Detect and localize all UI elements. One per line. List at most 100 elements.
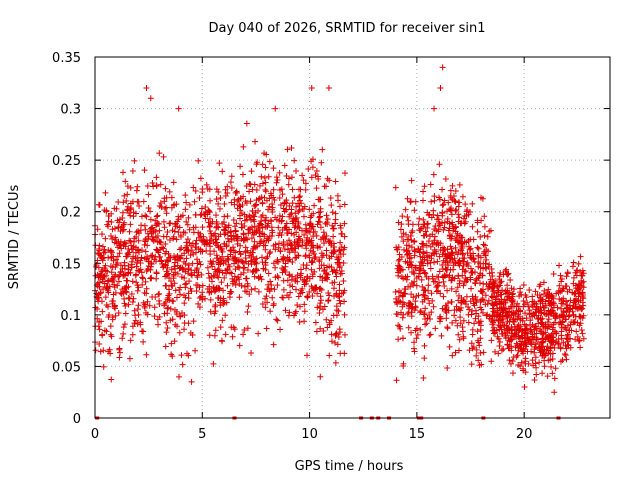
y-tick-label: 0.15 [52, 257, 81, 272]
data-point [517, 289, 524, 296]
data-point [336, 281, 343, 288]
data-point [444, 266, 451, 273]
data-point [550, 270, 557, 277]
data-point [508, 324, 515, 331]
data-point [279, 256, 286, 263]
data-point [421, 269, 428, 276]
data-point [481, 213, 488, 220]
data-point [306, 252, 313, 259]
data-point [179, 361, 186, 368]
data-point [219, 248, 226, 255]
data-point [502, 299, 509, 306]
data-point [336, 247, 343, 254]
data-point [413, 335, 420, 342]
data-point [564, 341, 571, 348]
data-point [515, 347, 522, 354]
data-point [183, 255, 190, 262]
data-point [337, 224, 344, 231]
data-point [142, 238, 149, 245]
data-point [484, 311, 491, 318]
data-point [456, 347, 463, 354]
y-tick-labels: 0 0.05 0.1 0.15 0.2 0.25 0.3 0.35 [52, 51, 81, 427]
data-point [332, 178, 339, 185]
data-point [449, 352, 456, 359]
data-point [128, 291, 135, 298]
data-point [325, 297, 332, 304]
data-point [498, 278, 505, 285]
data-point [176, 265, 183, 272]
data-point [123, 289, 130, 296]
data-point [139, 281, 146, 288]
data-point [149, 179, 156, 186]
data-point [248, 286, 255, 293]
data-point [456, 280, 463, 287]
data-point [143, 255, 150, 262]
data-point [218, 245, 225, 252]
data-point [509, 370, 516, 377]
data-point [400, 246, 407, 253]
data-point [488, 266, 495, 273]
data-point [543, 333, 550, 340]
data-point [285, 312, 292, 319]
data-point [428, 290, 435, 297]
data-point [431, 237, 438, 244]
data-point [183, 280, 190, 287]
data-point [468, 269, 475, 276]
data-point [562, 283, 569, 290]
data-point [509, 296, 516, 303]
data-point [398, 309, 405, 316]
data-point [564, 322, 571, 329]
data-point [447, 207, 454, 214]
data-point [270, 186, 277, 193]
data-point [168, 266, 175, 273]
data-point [463, 278, 470, 285]
data-point [563, 304, 570, 311]
data-point [420, 375, 427, 382]
data-point [275, 258, 282, 265]
data-point [177, 312, 184, 319]
data-point [263, 293, 270, 300]
data-point [326, 321, 333, 328]
data-point [163, 329, 170, 336]
data-point [195, 157, 202, 164]
data-point [500, 346, 507, 353]
data-point [340, 277, 347, 284]
data-point [505, 334, 512, 341]
data-point [268, 192, 275, 199]
data-point [312, 254, 319, 261]
data-point [153, 258, 160, 265]
data-point [464, 259, 471, 266]
data-point [99, 243, 106, 250]
data-point [392, 184, 399, 191]
data-point [301, 278, 308, 285]
data-point [212, 230, 219, 237]
data-point [144, 242, 151, 249]
data-point [262, 246, 269, 253]
data-point [415, 221, 422, 228]
data-point [450, 266, 457, 273]
data-point [417, 253, 424, 260]
data-point [548, 363, 555, 370]
data-point [561, 350, 568, 357]
data-point [307, 239, 314, 246]
data-point [156, 290, 163, 297]
data-point [147, 225, 154, 232]
data-point [301, 318, 308, 325]
data-point [522, 360, 529, 367]
data-point [399, 213, 406, 220]
data-point [196, 195, 203, 202]
data-point [452, 237, 459, 244]
data-point [276, 186, 283, 193]
data-point [259, 161, 266, 168]
data-point [236, 264, 243, 271]
data-point [286, 237, 293, 244]
data-point [499, 313, 506, 320]
data-point [222, 267, 229, 274]
data-point [431, 259, 438, 266]
data-point [298, 200, 305, 207]
data-point [143, 84, 150, 91]
data-point [115, 309, 122, 316]
data-point [280, 294, 287, 301]
data-point [523, 325, 530, 332]
data-point [510, 354, 517, 361]
